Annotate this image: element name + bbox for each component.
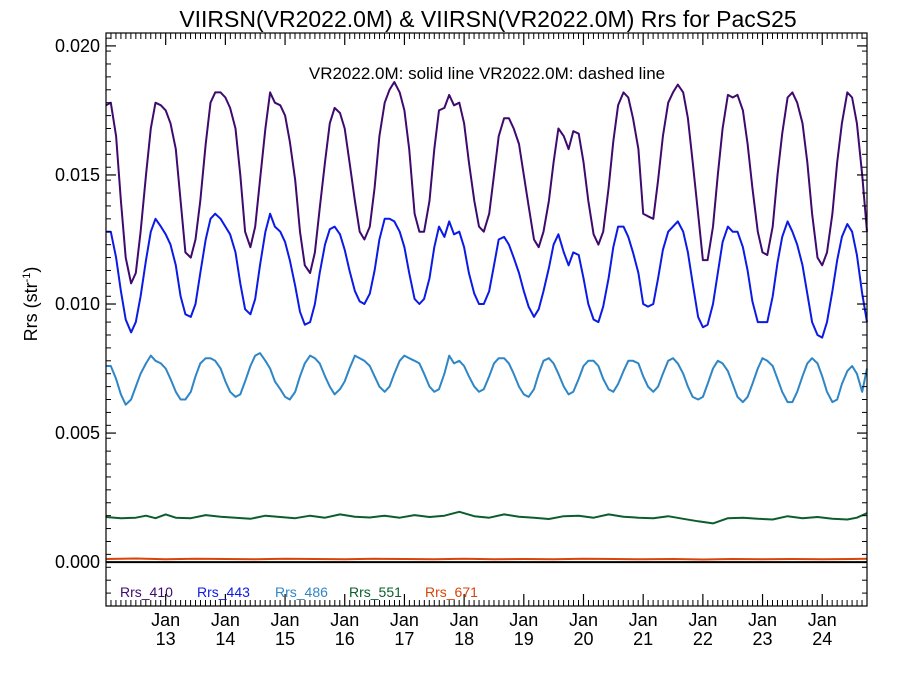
x-tick-label-year: 18 <box>454 629 474 649</box>
x-tick-label-month: Jan <box>271 610 300 630</box>
series-line-rrs_551 <box>105 510 868 525</box>
series-layer <box>105 81 868 561</box>
plot-frame <box>105 32 868 607</box>
y-axis-label-superscript: -1 <box>21 273 33 283</box>
x-tick-label-year: 13 <box>156 629 176 649</box>
x-tick-label-year: 15 <box>275 629 295 649</box>
x-tick-label-year: 24 <box>812 629 832 649</box>
y-tick-label: 0.000 <box>55 552 100 572</box>
x-tick-label-month: Jan <box>688 610 717 630</box>
x-tick-label-year: 14 <box>215 629 235 649</box>
y-axis-label: Rrs (str-1) <box>21 267 41 342</box>
chart-title: VIIRSN(VR2022.0M) & VIIRSN(VR2022.0M) Rr… <box>179 6 796 32</box>
legend-item-rrs_410: Rrs_410 <box>120 584 173 600</box>
legend-item-rrs_486: Rrs_486 <box>275 584 328 600</box>
x-tick-label-month: Jan <box>151 610 180 630</box>
x-tick-label-month: Jan <box>509 610 538 630</box>
y-axis-label-close: ) <box>21 267 41 273</box>
x-tick-label-month: Jan <box>808 610 837 630</box>
x-tick-label-year: 19 <box>514 629 534 649</box>
legend-item-rrs_671: Rrs_671 <box>425 584 478 600</box>
x-tick-label-year: 23 <box>753 629 773 649</box>
series-line-rrs_671 <box>105 557 868 561</box>
x-tick-label-year: 21 <box>633 629 653 649</box>
x-tick-label-month: Jan <box>450 610 479 630</box>
x-tick-label-month: Jan <box>211 610 240 630</box>
y-tick-label: 0.010 <box>55 294 100 314</box>
line-style-annotation: VR2022.0M: solid line VR2022.0M: dashed … <box>309 64 665 83</box>
legend-item-rrs_443: Rrs_443 <box>197 584 250 600</box>
x-tick-label-month: Jan <box>629 610 658 630</box>
y-tick-label: 0.015 <box>55 165 100 185</box>
x-tick-label-year: 20 <box>573 629 593 649</box>
axis-layer: 0.0000.0050.0100.0150.020Jan13Jan14Jan15… <box>55 32 868 649</box>
y-tick-label: 0.020 <box>55 36 100 56</box>
legend: Rrs_410 Rrs_443 Rrs_486 Rrs_551 Rrs_671 <box>120 584 478 600</box>
series-line-rrs_410 <box>105 81 868 285</box>
y-axis-label-main: Rrs (str <box>21 282 41 341</box>
series-line-rrs_486 <box>106 352 868 406</box>
x-tick-label-month: Jan <box>569 610 598 630</box>
x-tick-label-month: Jan <box>748 610 777 630</box>
legend-item-rrs_551: Rrs_551 <box>349 584 402 600</box>
x-tick-label-year: 17 <box>394 629 414 649</box>
x-tick-label-month: Jan <box>390 610 419 630</box>
y-tick-label: 0.005 <box>55 423 100 443</box>
x-tick-label-year: 16 <box>335 629 355 649</box>
x-tick-label-year: 22 <box>693 629 713 649</box>
x-tick-label-month: Jan <box>330 610 359 630</box>
series-line-rrs_443 <box>106 212 868 339</box>
